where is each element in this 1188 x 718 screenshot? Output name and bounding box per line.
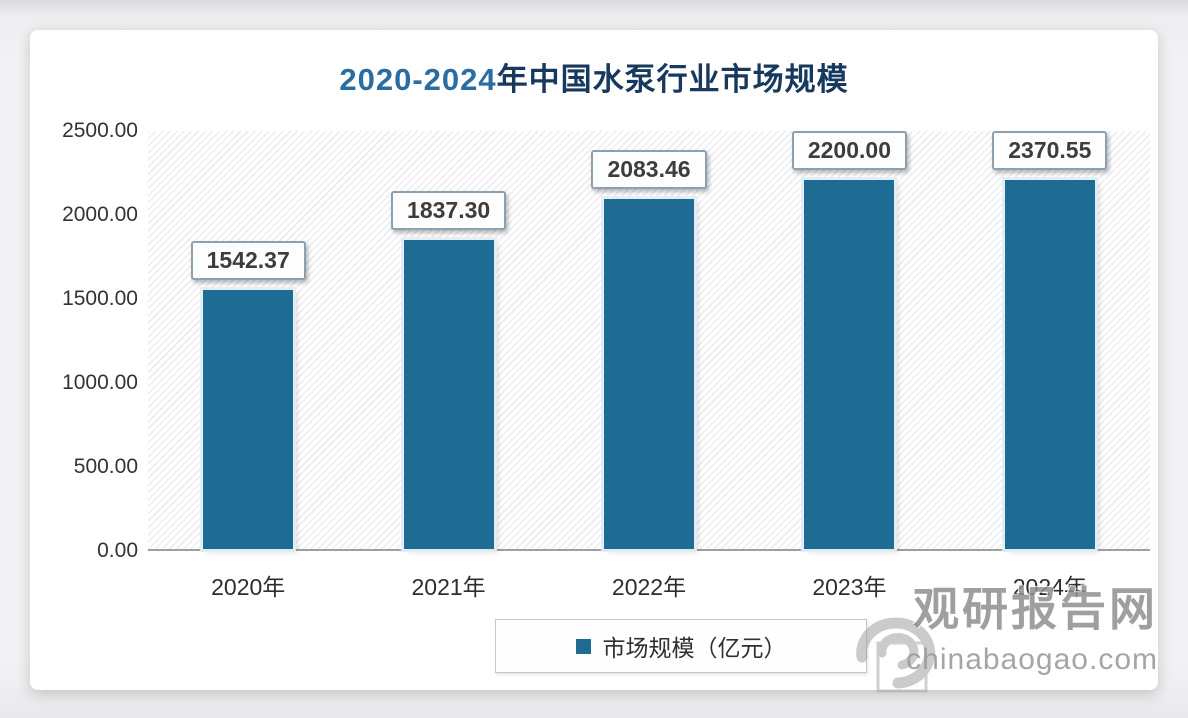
y-axis: 2500.00 2000.00 1500.00 1000.00 500.00 0.00 bbox=[30, 119, 138, 562]
x-tick-label: 2020年 bbox=[211, 574, 286, 600]
x-axis: 2020年 2021年 2022年 2023年 2024年 bbox=[148, 568, 1150, 602]
legend: 市场规模（亿元） bbox=[495, 619, 867, 673]
bar-value-label: 2200.00 bbox=[791, 131, 907, 170]
x-tick-label: 2022年 bbox=[611, 574, 687, 600]
y-tick-label: 1500.00 bbox=[62, 287, 138, 310]
bar bbox=[604, 199, 695, 549]
y-tick-label: 2500.00 bbox=[62, 119, 138, 142]
bar-value-label: 1542.37 bbox=[190, 241, 306, 280]
legend-label: 市场规模（亿元） bbox=[602, 635, 787, 661]
x-tick-label: 2021年 bbox=[411, 574, 486, 600]
bar bbox=[804, 180, 895, 549]
bar bbox=[403, 240, 494, 549]
bar-value-label: 2083.46 bbox=[591, 150, 707, 189]
bar-value-label: 2370.55 bbox=[992, 131, 1108, 170]
bars-row: 1542.37 1837.30 2083.46 2200.00 2370.55 bbox=[148, 131, 1150, 549]
x-tick-label: 2024年 bbox=[1012, 574, 1087, 600]
bar-slot: 1837.30 bbox=[348, 131, 548, 549]
legend-marker-icon bbox=[575, 638, 591, 654]
y-tick-label: 1000.00 bbox=[62, 371, 138, 394]
chart-title-years: 2020-2024 bbox=[339, 62, 497, 97]
chart-title: 2020-2024年中国水泵行业市场规模 bbox=[30, 54, 1158, 99]
plot-area: 1542.37 1837.30 2083.46 2200.00 2370.55 bbox=[148, 131, 1150, 551]
y-tick-label: 500.00 bbox=[73, 455, 138, 478]
bar-slot: 1542.37 bbox=[148, 131, 348, 549]
x-tick-label: 2023年 bbox=[812, 574, 887, 600]
bar-slot: 2200.00 bbox=[749, 131, 949, 549]
bar bbox=[203, 290, 294, 549]
bar-slot: 2083.46 bbox=[549, 131, 749, 549]
bar-value-label: 1837.30 bbox=[391, 191, 507, 230]
chart-title-text: 年中国水泵行业市场规模 bbox=[496, 62, 849, 97]
y-tick-label: 0.00 bbox=[97, 539, 138, 562]
y-tick-label: 2000.00 bbox=[62, 203, 138, 226]
chart-card: 2020-2024年中国水泵行业市场规模 2500.00 2000.00 1500.… bbox=[30, 30, 1158, 693]
bar bbox=[1004, 180, 1095, 549]
bar-slot: 2370.55 bbox=[950, 131, 1150, 549]
